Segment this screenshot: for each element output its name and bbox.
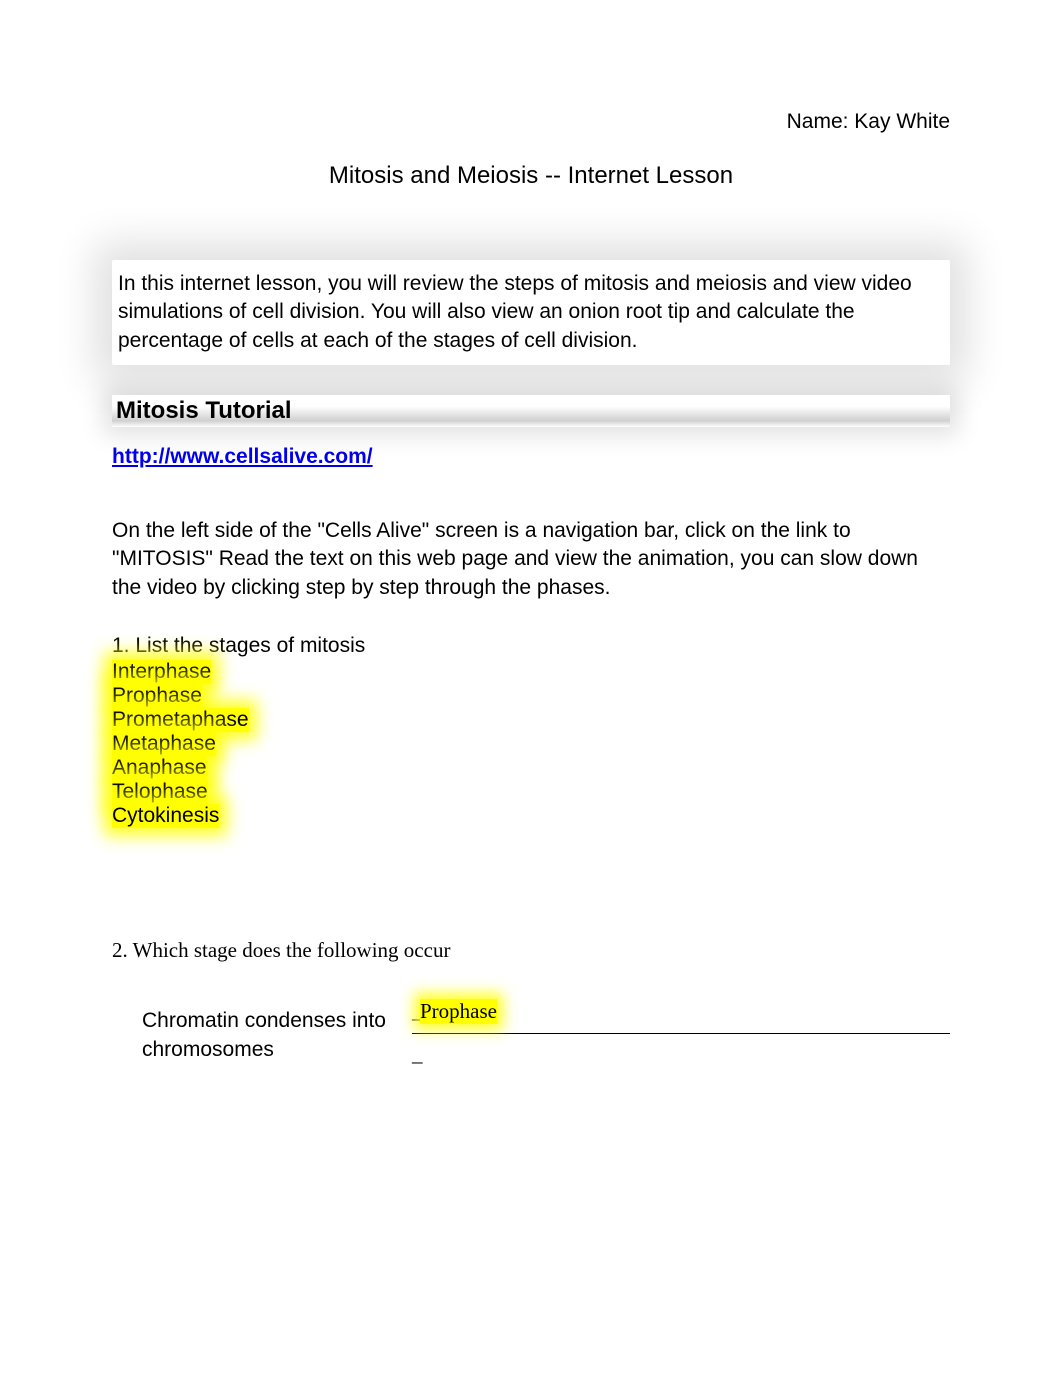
q2-row-chromatin: Chromatin condenses into chromosomes _ P… <box>112 999 950 1067</box>
stage-item: Anaphase <box>112 756 207 780</box>
stage-item: Interphase <box>112 660 211 684</box>
question-1-prompt: 1. List the stages of mitosis <box>112 632 950 660</box>
q2-answer-highlight: Prophase <box>420 999 497 1024</box>
answer-underline <box>412 1033 950 1034</box>
student-name: Name: Kay White <box>112 110 950 134</box>
q2-item-label: Chromatin condenses into chromosomes <box>142 999 412 1064</box>
mitosis-stages-list: Interphase Prophase Prometaphase Metapha… <box>112 660 950 828</box>
tutorial-instructions: On the left side of the "Cells Alive" sc… <box>112 517 950 602</box>
document-title: Mitosis and Meiosis -- Internet Lesson <box>112 162 950 190</box>
stage-item: Prophase <box>112 684 202 708</box>
intro-paragraph: In this internet lesson, you will review… <box>112 260 950 365</box>
stage-item: Telophase <box>112 780 208 804</box>
stage-item: Prometaphase <box>112 708 249 732</box>
stage-item: Metaphase <box>112 732 216 756</box>
underscore-trailing: _ <box>412 1042 423 1066</box>
document-page: Name: Kay White Mitosis and Meiosis -- I… <box>0 0 1062 1377</box>
section-heading-mitosis-tutorial: Mitosis Tutorial <box>112 395 950 427</box>
tutorial-link[interactable]: http://www.cellsalive.com/ <box>112 445 950 469</box>
q2-answer-area: _ Prophase _ <box>412 999 950 1067</box>
stage-item: Cytokinesis <box>112 804 219 828</box>
question-2-prompt: 2. Which stage does the following occur <box>112 938 950 963</box>
